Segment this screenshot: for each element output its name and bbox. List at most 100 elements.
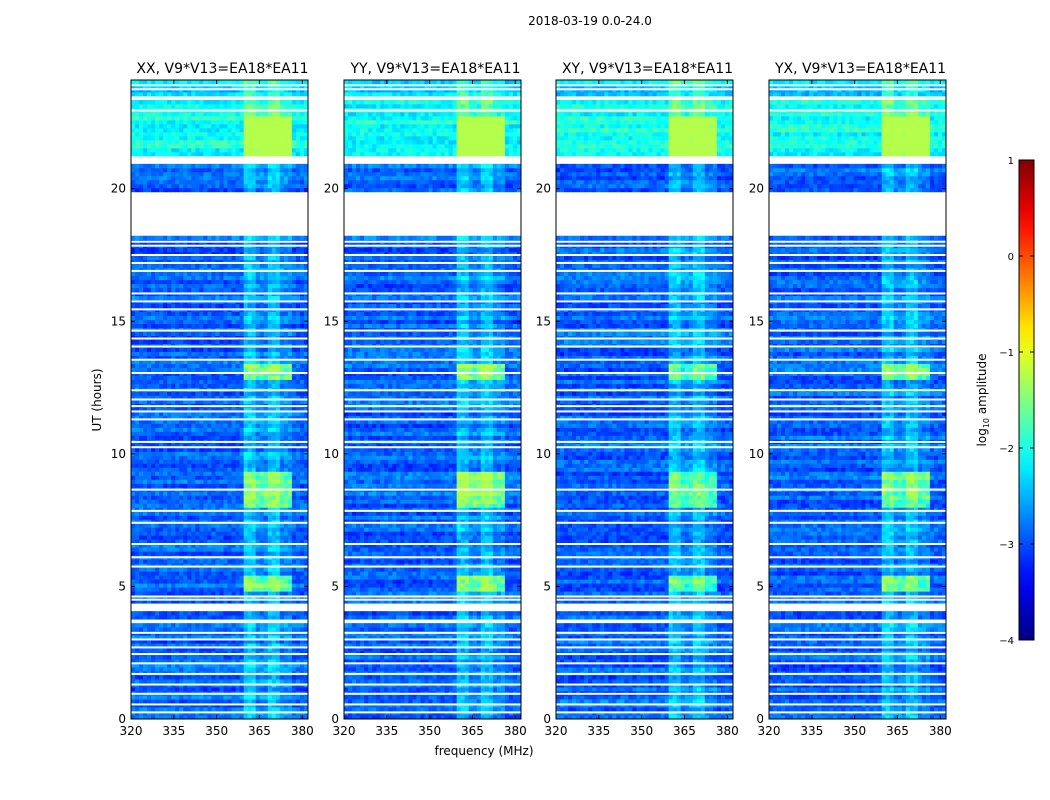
- spectrum-cell: [299, 275, 305, 281]
- spectrum-cell: [139, 667, 144, 672]
- spectrum-cell: [251, 279, 257, 285]
- spectrum-cell: [215, 531, 220, 536]
- spectrum-cell: [211, 455, 216, 460]
- spectrum-cell: [263, 687, 269, 692]
- spectrum-cell: [267, 695, 273, 700]
- spectrum-cell: [131, 367, 136, 372]
- spectrum-cell: [183, 451, 188, 456]
- spectrum-cell: [215, 503, 220, 508]
- spectrum-cell: [179, 367, 184, 372]
- spectrum-cell: [199, 283, 204, 289]
- spectrum-cell: [267, 511, 273, 516]
- spectrum-cell: [223, 379, 228, 384]
- spectrum-cell: [163, 647, 168, 652]
- spectrum-cell: [291, 283, 297, 289]
- spectrum-cell: [139, 591, 144, 596]
- spectrum-cell: [287, 523, 293, 528]
- spectrum-cell: [171, 279, 176, 285]
- spectrum-cell: [203, 351, 208, 356]
- spectrum-cell: [179, 495, 184, 500]
- spectrum-cell: [195, 503, 200, 508]
- spectrum-cell: [259, 695, 265, 700]
- spectrum-cell: [267, 583, 273, 588]
- spectrum-cell: [151, 471, 156, 476]
- spectrum-cell: [231, 423, 236, 428]
- spectrum-cell: [167, 275, 172, 281]
- spectrum-cell: [139, 379, 144, 384]
- spectrum-cell: [131, 531, 136, 536]
- spectrum-cell: [147, 295, 152, 301]
- spectrum-cell: [151, 287, 156, 293]
- spectrum-cell: [163, 659, 168, 664]
- spectrum-cell: [219, 639, 224, 644]
- spectrum-cell: [203, 467, 208, 472]
- spectrum-cell: [235, 699, 241, 704]
- spectrum-cell: [183, 627, 188, 632]
- spectrum-cell: [219, 635, 224, 640]
- spectrum-cell: [199, 715, 204, 720]
- spectrum-cell: [291, 575, 297, 580]
- spectrum-cell: [219, 687, 224, 692]
- spectrum-cell: [155, 303, 160, 309]
- spectrum-cell: [279, 679, 285, 684]
- spectrum-cell: [155, 471, 160, 476]
- spectrum-cell: [255, 455, 261, 460]
- spectrum-cell: [227, 655, 232, 660]
- spectrum-cell: [299, 351, 305, 356]
- spectrum-cell: [147, 667, 152, 672]
- spectrum-cell: [215, 495, 220, 500]
- spectrum-cell: [147, 463, 152, 468]
- spectrum-cell: [195, 643, 200, 648]
- spectrum-cell: [291, 367, 297, 372]
- spectrum-cell: [299, 515, 305, 520]
- spectrum-cell: [263, 659, 269, 664]
- spectrum-cell: [143, 499, 148, 504]
- spectrum-cell: [167, 311, 172, 317]
- spectrum-cell: [135, 303, 140, 309]
- spectrum-cell: [195, 347, 200, 352]
- spectrum-cell: [227, 339, 232, 344]
- spectrum-cell: [287, 347, 293, 352]
- spectrum-cell: [247, 635, 253, 640]
- spectrum-cell: [179, 339, 184, 344]
- spectrum-cell: [139, 611, 144, 616]
- spectrum-cell: [295, 279, 301, 285]
- spectrum-cell: [279, 567, 285, 572]
- spectrum-cell: [223, 255, 228, 261]
- spectrum-cell: [271, 435, 277, 440]
- spectrum-cell: [299, 583, 305, 588]
- spectrum-cell: [243, 663, 249, 668]
- spectrum-cell: [247, 667, 253, 672]
- spectrum-cell: [251, 455, 257, 460]
- spectrum-cell: [199, 531, 204, 536]
- spectrum-cell: [283, 435, 289, 440]
- spectrum-cell: [147, 311, 152, 317]
- spectrum-cell: [239, 427, 245, 432]
- spectrum-cell: [151, 427, 156, 432]
- spectrum-cell: [187, 363, 192, 368]
- spectrum-cell: [179, 351, 184, 356]
- spectrum-cell: [279, 435, 285, 440]
- spectrum-cell: [263, 587, 269, 592]
- spectrum-cell: [175, 263, 180, 269]
- spectrum-cell: [271, 587, 277, 592]
- spectrum-cell: [263, 647, 269, 652]
- spectrum-cell: [187, 379, 192, 384]
- spectrum-cell: [175, 383, 180, 388]
- spectrum-cell: [203, 479, 208, 484]
- spectrum-cell: [191, 451, 196, 456]
- spectrum-cell: [155, 391, 160, 396]
- spectrum-cell: [183, 675, 188, 680]
- spectrum-cell: [179, 391, 184, 396]
- spectrum-cell: [207, 615, 212, 620]
- spectrum-cell: [227, 687, 232, 692]
- spectrum-cell: [175, 315, 180, 321]
- spectrum-cell: [215, 587, 220, 592]
- spectrum-cell: [203, 571, 208, 576]
- spectrum-cell: [151, 503, 156, 508]
- spectrum-cell: [219, 283, 224, 289]
- spectrum-cell: [211, 675, 216, 680]
- spectrum-cell: [211, 591, 216, 596]
- spectrum-cell: [267, 479, 273, 484]
- spectrum-cell: [223, 587, 228, 592]
